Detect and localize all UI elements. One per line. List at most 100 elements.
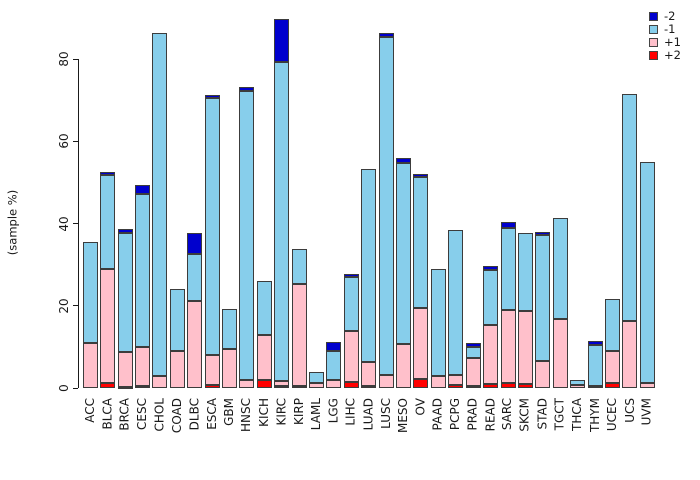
- y-tick: [73, 140, 78, 142]
- x-tick-label-STAD: STAD: [535, 398, 550, 430]
- bar-segment-ACC-p1: [82, 342, 98, 388]
- bar-segment-SARC-p2: [500, 383, 516, 388]
- x-tick-label-ACC: ACC: [82, 398, 97, 423]
- bar-segment-LUSC-p1: [378, 374, 394, 388]
- x-tick-label-LAML: LAML: [309, 398, 324, 431]
- bar-segment-PRAD-m2: [465, 342, 481, 347]
- bar-segment-OV-p2: [413, 378, 429, 388]
- bar-segment-SKCM-p1: [517, 311, 533, 384]
- bar-segment-PRAD-p1: [465, 358, 481, 386]
- x-tick-label-SARC: SARC: [500, 398, 515, 431]
- bar-segment-THCA-p1: [570, 384, 586, 388]
- bar-segment-LAML-p1: [309, 383, 325, 388]
- bar-segment-ESCA-m1: [204, 98, 220, 356]
- y-tick: [73, 58, 78, 60]
- bar-segment-TGCT-m1: [552, 218, 568, 320]
- legend-item-plus2: +2: [649, 49, 681, 62]
- bar-segment-COAD-m1: [169, 289, 185, 351]
- bar-segment-CESC-m2: [134, 184, 150, 194]
- bar-segment-UCS-p1: [622, 320, 638, 388]
- y-tick-label: 80: [57, 51, 71, 67]
- x-tick-label-CHOL: CHOL: [152, 398, 167, 432]
- bar-segment-LIHC-m2: [343, 273, 359, 277]
- bar-segment-LAML-m1: [309, 371, 325, 384]
- bar-segment-UCEC-m1: [604, 298, 620, 351]
- bar-segment-THYM-m1: [587, 345, 603, 386]
- bar-segment-KIRC-p2: [274, 386, 290, 389]
- x-tick-label-COAD: COAD: [169, 398, 184, 434]
- bar-segment-STAD-m1: [535, 235, 551, 362]
- x-tick-label-OV: OV: [413, 398, 428, 416]
- x-tick-label-KICH: KICH: [256, 398, 271, 427]
- bar-segment-HNSC-m2: [239, 86, 255, 92]
- bar-segment-BRCA-m1: [117, 232, 133, 352]
- legend-swatch: [649, 38, 658, 47]
- bar-segment-MESO-m1: [396, 162, 412, 344]
- legend-label: -2: [664, 9, 676, 23]
- x-tick-label-KIRP: KIRP: [291, 398, 306, 425]
- x-tick-label-HNSC: HNSC: [239, 398, 254, 432]
- x-tick-label-PCPG: PCPG: [448, 398, 463, 431]
- x-tick-label-UCEC: UCEC: [604, 398, 619, 432]
- bar-segment-BLCA-m2: [100, 172, 116, 176]
- bar-segment-READ-m1: [483, 270, 499, 325]
- x-tick-label-PAAD: PAAD: [430, 398, 445, 431]
- bar-segment-KIRC-m1: [274, 62, 290, 382]
- bar-segment-PCPG-m1: [448, 230, 464, 376]
- bar-segment-LIHC-p1: [343, 330, 359, 382]
- x-tick-label-KIRC: KIRC: [274, 398, 289, 426]
- legend-label: -1: [664, 22, 676, 36]
- bar-segment-LUAD-m1: [361, 168, 377, 363]
- bar-segment-THYM-m2: [587, 341, 603, 346]
- bar-segment-STAD-m2: [535, 231, 551, 235]
- bar-segment-LIHC-p2: [343, 381, 359, 388]
- bar-segment-ACC-m1: [82, 242, 98, 343]
- bar-segment-THCA-m1: [570, 379, 586, 385]
- bar-segment-ESCA-m2: [204, 95, 220, 99]
- bar-segment-LGG-m1: [326, 350, 342, 381]
- bar-segment-DLBC-m2: [187, 233, 203, 254]
- bar-segment-DLBC-m1: [187, 253, 203, 301]
- x-tick-label-MESO: MESO: [396, 398, 411, 433]
- bar-segment-BLCA-p1: [100, 269, 116, 384]
- bar-segment-BLCA-p2: [100, 383, 116, 388]
- bar-segment-OV-p1: [413, 307, 429, 379]
- x-tick-label-UCS: UCS: [622, 398, 637, 423]
- bar-segment-BRCA-p2: [117, 386, 133, 389]
- bar-segment-MESO-m2: [396, 157, 412, 163]
- legend-swatch: [649, 51, 658, 60]
- bar-segment-UCS-m1: [622, 93, 638, 321]
- x-tick-label-ESCA: ESCA: [204, 398, 219, 430]
- bar-segment-PRAD-m1: [465, 346, 481, 359]
- x-tick-label-BRCA: BRCA: [117, 398, 132, 431]
- bar-segment-CHOL-p1: [152, 376, 168, 388]
- x-tick-label-GBM: GBM: [221, 398, 236, 426]
- bar-segment-HNSC-p1: [239, 380, 255, 388]
- bar-segment-UCEC-p2: [604, 383, 620, 388]
- x-tick-label-SKCM: SKCM: [517, 398, 532, 432]
- bar-segment-BRCA-m2: [117, 229, 133, 233]
- bar-segment-COAD-p1: [169, 350, 185, 388]
- x-tick-label-LUAD: LUAD: [361, 398, 376, 431]
- bar-segment-KIRP-p1: [291, 283, 307, 387]
- bar-segment-SARC-p1: [500, 309, 516, 384]
- bar-segment-READ-p1: [483, 324, 499, 385]
- bar-segment-UCEC-p1: [604, 350, 620, 384]
- bar-segment-LUSC-m2: [378, 32, 394, 37]
- legend-swatch: [649, 12, 658, 21]
- x-tick-label-THCA: THCA: [570, 398, 585, 431]
- bar-segment-LGG-m2: [326, 341, 342, 351]
- bar-segment-PAAD-m1: [430, 269, 446, 377]
- bar-segment-DLBC-p1: [187, 300, 203, 388]
- bar-segment-LGG-p1: [326, 380, 342, 388]
- y-axis-title: (sample %): [5, 189, 20, 256]
- bar-segment-MESO-p1: [396, 343, 412, 388]
- bar-segment-SARC-m1: [500, 227, 516, 310]
- x-tick-label-DLBC: DLBC: [187, 398, 202, 431]
- bar-segment-KICH-p2: [256, 379, 272, 388]
- bar-segment-CESC-m1: [134, 193, 150, 347]
- bar-segment-CESC-p1: [134, 346, 150, 387]
- bar-segment-PAAD-p1: [430, 376, 446, 388]
- bar-segment-LUAD-p1: [361, 362, 377, 387]
